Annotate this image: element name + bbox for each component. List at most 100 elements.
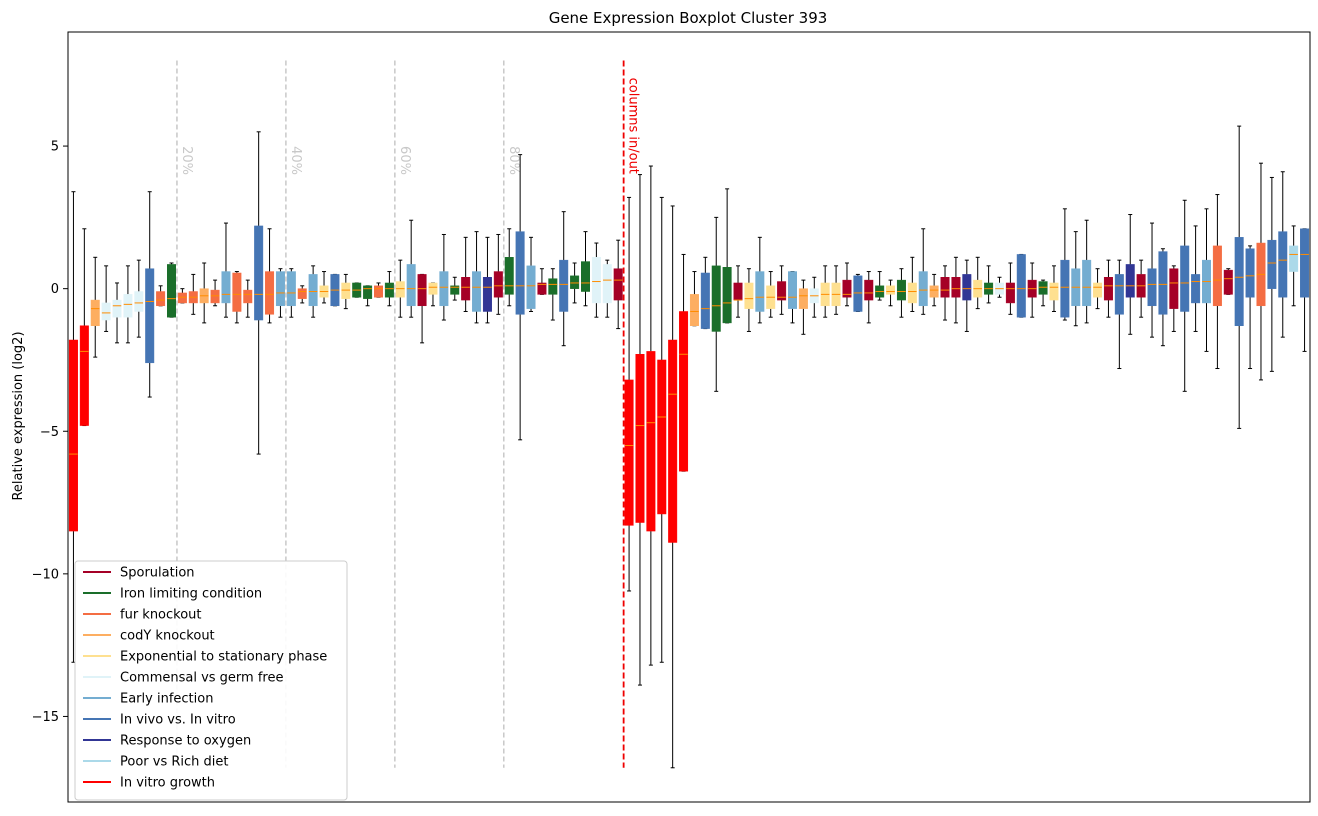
box-body [439, 271, 449, 307]
box-body [1245, 248, 1255, 298]
box-body [145, 268, 155, 364]
box-21 [286, 268, 296, 318]
box-18 [254, 131, 264, 455]
box-104 [1191, 225, 1201, 332]
box-108 [1234, 125, 1244, 429]
plot-area: 20% 40% 60% 80% columns in/out 5 0 −5 −10 −15 Spor… [32, 31, 1311, 803]
box-57 [679, 253, 689, 472]
box-body [1082, 259, 1092, 307]
box-39 [482, 236, 492, 324]
box-14 [210, 279, 220, 307]
box-body [1049, 282, 1059, 301]
box-body [384, 282, 394, 298]
box-body [896, 279, 906, 301]
box-body [744, 282, 754, 309]
box-body [79, 325, 89, 426]
box-94 [1082, 219, 1092, 324]
legend-frame [74, 560, 348, 801]
box-30 [384, 271, 394, 307]
box-46 [559, 211, 569, 347]
box-83 [962, 259, 972, 332]
percentile-marker-label: 20% [179, 146, 194, 175]
box-body [275, 271, 285, 307]
box-body [842, 279, 852, 298]
box-90 [1038, 279, 1048, 307]
box-body [1158, 251, 1168, 315]
box-body [450, 285, 460, 295]
box-body [613, 268, 623, 301]
box-body [591, 257, 601, 304]
box-26 [341, 273, 351, 310]
box-79 [918, 228, 928, 315]
box-body [461, 277, 471, 301]
box-36 [450, 276, 460, 301]
box-body [167, 264, 176, 318]
box-body [733, 282, 743, 301]
box-77 [896, 268, 906, 318]
legend: Sporulation Iron limiting condition fur kn… [74, 560, 348, 801]
legend-label: In vivo vs. In vitro [120, 713, 236, 728]
box-75 [875, 271, 885, 301]
legend-label: Response to oxygen [120, 734, 251, 749]
legend-label: Commensal vs germ free [120, 671, 283, 686]
box-76 [886, 279, 896, 307]
box-body [1038, 281, 1048, 295]
box-27 [352, 282, 362, 298]
box-15 [221, 222, 231, 318]
box-body [755, 271, 765, 312]
box-body [962, 274, 972, 301]
box-body [929, 285, 939, 298]
box-7 [134, 259, 144, 338]
box-body [1180, 245, 1190, 312]
box-11 [177, 288, 187, 304]
box-60 [711, 216, 721, 392]
box-10 [167, 262, 176, 318]
y-tick-label: −5 [40, 425, 59, 440]
box-43 [526, 236, 536, 312]
box-body [1103, 277, 1113, 301]
box-54 [646, 165, 656, 666]
box-body [1114, 274, 1124, 315]
box-body [864, 279, 874, 301]
box-body [788, 271, 797, 309]
box-body [417, 274, 427, 307]
legend-label: Sporulation [120, 566, 195, 581]
box-37 [461, 236, 471, 312]
box-body [210, 289, 220, 304]
box-9 [156, 285, 166, 307]
box-body [1267, 239, 1277, 289]
box-body [635, 354, 645, 523]
box-body [177, 292, 187, 304]
box-body [722, 267, 732, 324]
box-112 [1278, 171, 1288, 338]
box-body [689, 294, 699, 326]
box-body [777, 281, 787, 301]
box-22 [297, 285, 307, 304]
box-body [537, 282, 547, 295]
legend-label: fur knockout [120, 608, 202, 623]
box-body [559, 259, 569, 312]
box-body [406, 264, 416, 307]
box-body [940, 277, 950, 298]
box-body [395, 281, 405, 298]
box-65 [766, 271, 776, 318]
box-86 [995, 276, 1004, 298]
box-97 [1114, 259, 1124, 370]
box-34 [428, 282, 438, 307]
box-body [493, 271, 503, 298]
box-66 [777, 265, 787, 315]
box-body [472, 271, 482, 312]
box-49 [591, 242, 601, 318]
box-body [1289, 245, 1299, 272]
box-body [1223, 269, 1233, 295]
box-99 [1136, 259, 1146, 318]
y-axis-label: Relative expression (log2) [11, 331, 26, 500]
box-body [297, 288, 307, 299]
chart-title: Gene Expression Boxplot Cluster 393 [549, 9, 828, 27]
box-70 [820, 265, 830, 318]
box-89 [1027, 262, 1037, 318]
box-body [1169, 268, 1179, 309]
box-body [1212, 245, 1222, 307]
box-61 [722, 188, 732, 324]
